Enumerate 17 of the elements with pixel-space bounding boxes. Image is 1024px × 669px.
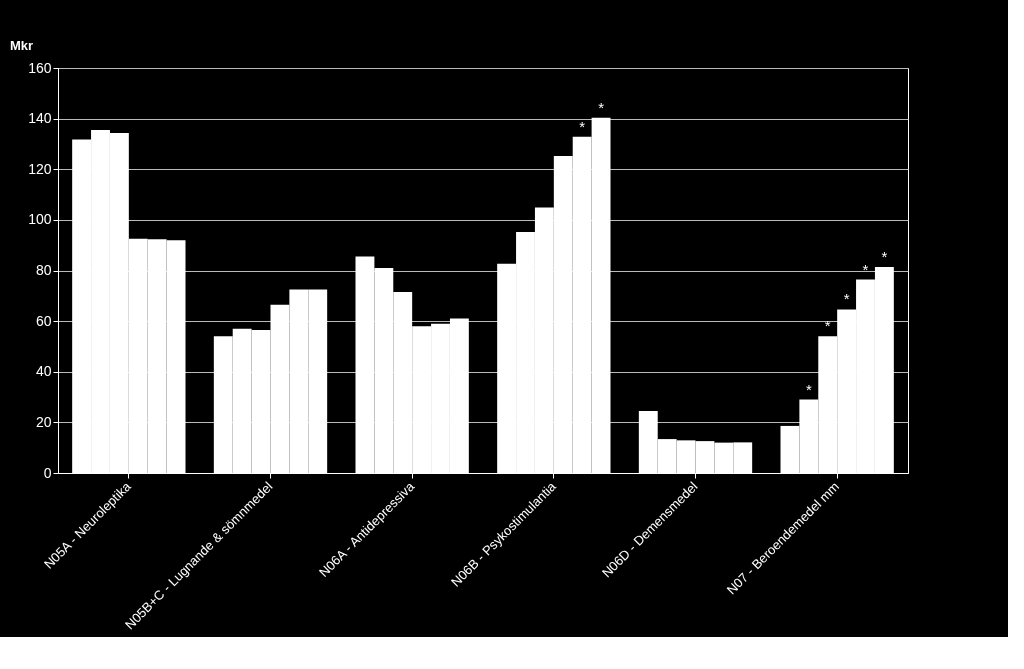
y-tick-label: 20 xyxy=(35,413,52,430)
data-label: * xyxy=(824,317,831,335)
y-axis-title: Mkr xyxy=(10,38,34,53)
y-tick-label: 160 xyxy=(28,59,52,76)
data-label: * xyxy=(598,98,605,116)
y-tick-label: 60 xyxy=(35,312,52,329)
y-tick-label: 80 xyxy=(35,262,52,278)
data-label: * xyxy=(579,117,586,135)
y-tick-label: 100 xyxy=(28,211,52,228)
y-tick-label: 140 xyxy=(28,110,52,127)
y-tick-label: 120 xyxy=(28,160,52,177)
data-label: * xyxy=(843,290,850,308)
y-tick-label: 40 xyxy=(35,363,52,380)
y-tick-label: 0 xyxy=(43,464,52,481)
data-label: * xyxy=(862,260,869,278)
data-label: * xyxy=(805,380,812,398)
data-label: * xyxy=(881,247,888,265)
